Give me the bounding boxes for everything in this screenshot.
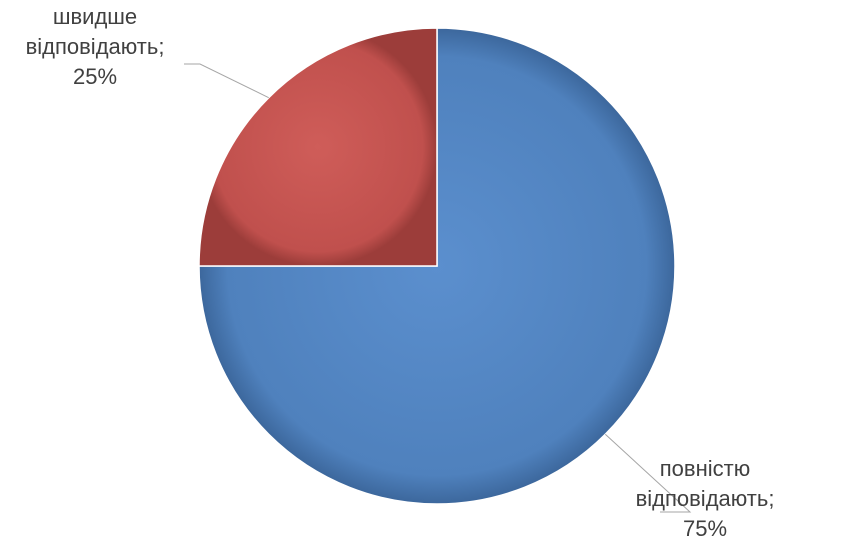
data-label-line-1: швидше	[52, 4, 138, 29]
data-label-shvydshe: швидше відповідають; 25%	[5, 2, 185, 92]
leader-line-0	[604, 433, 692, 513]
leader-line-1	[184, 63, 269, 99]
data-label-povnistiu: повністю відповідають; 75%	[570, 454, 840, 544]
data-label-line-2: відповідають;	[25, 34, 165, 59]
data-label-value: 75%	[682, 516, 728, 541]
pie-slice-1	[198, 27, 438, 267]
data-label-value: 25%	[72, 64, 118, 89]
data-label-line-2: відповідають;	[635, 486, 775, 511]
data-label-line-1: повністю	[659, 456, 751, 481]
